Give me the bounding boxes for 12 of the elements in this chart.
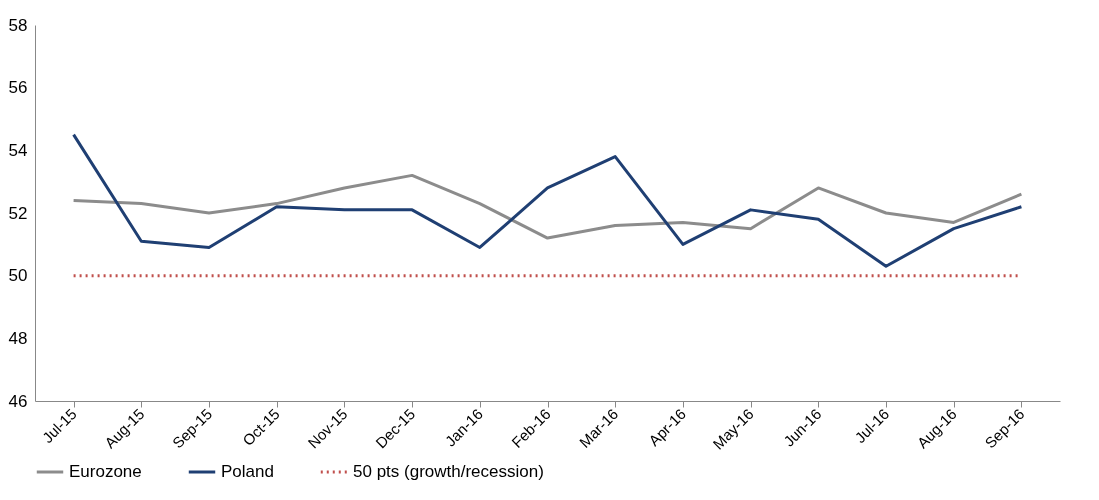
y-tick-label: 46	[8, 391, 28, 411]
y-tick-label: 54	[8, 140, 28, 160]
y-tick-label: 58	[8, 15, 28, 35]
legend-label: Eurozone	[69, 462, 142, 481]
y-tick-label: 52	[8, 203, 28, 223]
line-series	[72, 173, 1023, 240]
legend-label: Poland	[221, 462, 274, 481]
legend-label: 50 pts (growth/recession)	[353, 462, 544, 481]
y-tick-label: 50	[8, 266, 28, 286]
y-tick-label: 48	[8, 328, 28, 348]
y-tick-label: 56	[8, 78, 28, 98]
line-series	[72, 133, 1023, 268]
